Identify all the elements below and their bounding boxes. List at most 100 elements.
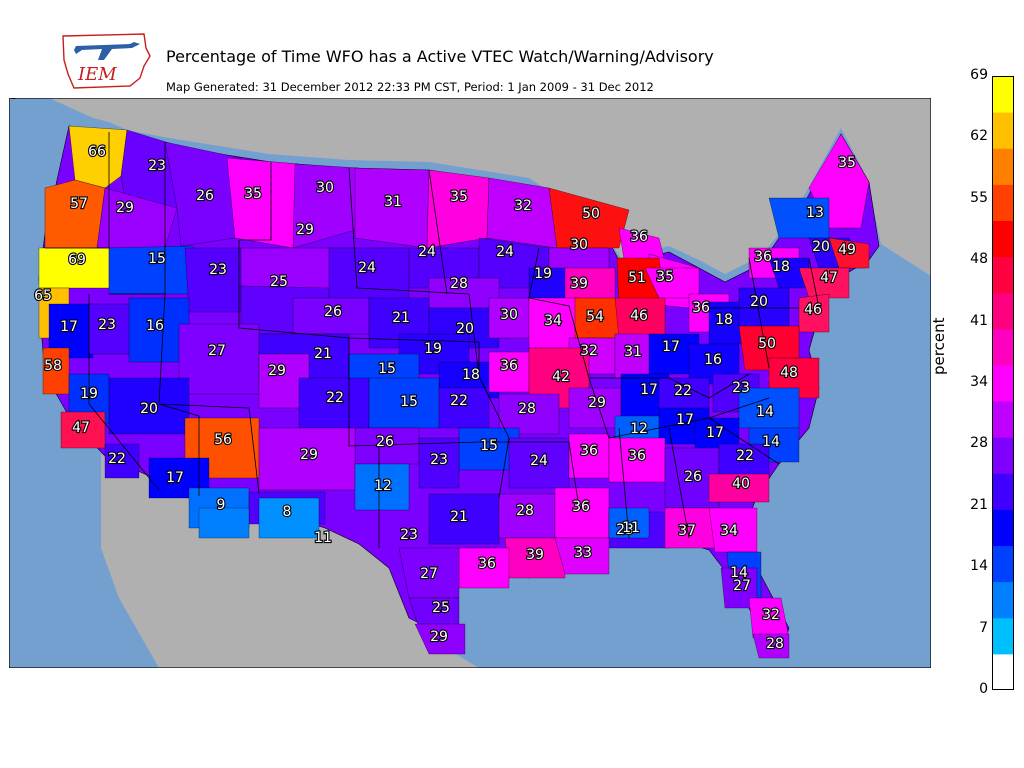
wfo-value-label: 42 [552,369,570,385]
wfo-value-label: 14 [762,434,780,450]
wfo-value-label: 22 [108,451,126,467]
wfo-value-label: 18 [772,259,790,275]
wfo-value-label: 26 [196,188,214,204]
map: 66 23 57 29 26 35 30 31 35 32 50 36 35 35 13 69 15 23 29 25… [9,98,931,668]
page-title: Percentage of Time WFO has a Active VTEC… [166,47,714,66]
wfo-value-label: 25 [270,274,288,290]
wfo-region [418,437,460,489]
wfo-value-label: 36 [628,448,646,464]
wfo-value-label: 47 [72,420,90,436]
wfo-value-label: 26 [376,434,394,450]
wfo-region [708,473,770,503]
wfo-value-label: 12 [374,478,392,494]
wfo-region [164,141,242,247]
wfo-region [48,303,94,359]
colorbar-swatch [992,112,1014,149]
wfo-value-label: 8 [283,504,292,520]
wfo-value-label: 23 [732,380,750,396]
wfo-value-label: 33 [574,545,592,561]
wfo-value-label: 26 [324,304,342,320]
wfo-value-label: 54 [586,309,604,325]
colorbar-swatch [992,473,1014,510]
wfo-value-label: 35 [450,189,468,205]
colorbar-tick-label: 69 [970,67,988,83]
wfo-value-label: 66 [88,144,106,160]
wfo-value-label: 16 [146,318,164,334]
wfo-value-label: 12 [630,421,648,437]
wfo-value-label: 22 [450,393,468,409]
wfo-region [258,497,320,539]
page-subtitle: Map Generated: 31 December 2012 22:33 PM… [166,80,654,94]
colorbar-swatch [992,256,1014,294]
wfo-value-label: 9 [217,497,226,513]
wfo-value-label: 29 [300,447,318,463]
wfo-value-label: 36 [754,249,772,265]
wfo-value-label: 40 [732,476,750,492]
wfo-value-label: 20 [812,239,830,255]
wfo-value-label: 36 [478,556,496,572]
wfo-region [498,393,560,435]
wfo-region [548,187,630,249]
wfo-region [608,507,650,539]
wfo-value-label: 19 [534,266,552,282]
wfo-region [798,293,830,333]
colorbar-tick-label: 41 [970,312,988,329]
wfo-value-label: 28 [516,503,534,519]
wfo-value-label: 28 [766,636,784,652]
wfo-value-label: 17 [640,382,658,398]
wfo-value-label: 16 [704,352,722,368]
colorbar-tick-label: 62 [970,128,988,145]
wfo-value-label: 17 [60,319,78,335]
wfo-value-label: 11 [622,520,640,536]
wfo-value-label: 34 [544,313,562,329]
wfo-value-label: 13 [806,205,824,221]
wfo-value-label: 36 [580,443,598,459]
wfo-value-label: 56 [214,432,232,448]
wfo-value-label: 51 [628,270,646,286]
wfo-value-label: 11 [314,530,332,546]
wfo-value-label: 35 [656,269,674,285]
wfo-region [752,633,790,659]
colorbar-tick-label: 7 [979,619,988,636]
wfo-region [354,463,410,511]
wfo-value-label: 17 [706,425,724,441]
logo-text: IEM [77,64,117,85]
wfo-value-label: 27 [208,343,226,359]
colorbar-tick-label: 48 [970,251,988,268]
wfo-region [104,443,140,479]
wfo-value-label: 20 [140,401,158,417]
colorbar-swatch [992,617,1014,655]
wfo-value-label: 19 [80,386,98,402]
wfo-value-label: 16 [9,98,18,102]
wfo-region [414,623,466,655]
wfo-value-label: 18 [462,367,480,383]
wfo-value-label: 30 [316,180,334,196]
wfo-value-label: 21 [392,310,410,326]
wfo-value-label: 48 [780,365,798,381]
wfo-value-label: 31 [384,194,402,210]
wfo-value-label: 50 [582,206,600,222]
wfo-region [178,323,260,395]
wfo-regions [38,125,870,659]
wfo-value-label: 46 [630,308,648,324]
wfo-value-label: 30 [500,307,518,323]
wfo-value-label: 26 [684,469,702,485]
wfo-value-label: 29 [116,200,134,216]
wfo-region [184,247,242,313]
wfo-value-label: 19 [424,341,442,357]
wfo-value-label: 21 [450,509,468,525]
wfo-value-label: 58 [44,358,62,374]
wfo-value-label: 35 [838,155,856,171]
state-borders [45,132,820,548]
wfo-value-label: 35 [656,269,674,285]
wfo-value-label: 36 [500,358,518,374]
colorbar-tick-label: 55 [970,189,988,206]
colorbar-swatch [992,184,1014,221]
wfo-value-label: 15 [480,438,498,454]
wfo-value-label: 29 [296,222,314,238]
wfo-region [226,157,300,249]
wfo-value-label: 22 [674,383,692,399]
canada-land [9,98,931,276]
colorbar-tick-label: 0 [979,681,988,697]
wfo-value-label: 32 [762,607,780,623]
